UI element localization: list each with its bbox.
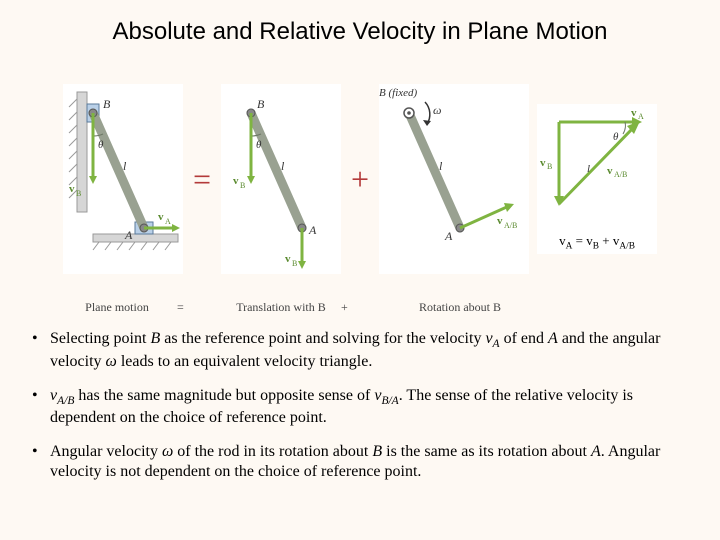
panel-translation: θ v B v B B A l	[221, 84, 341, 274]
figure-row: θ v B v A B A l = θ	[20, 64, 700, 294]
svg-text:B: B	[257, 97, 265, 111]
svg-text:A: A	[124, 228, 133, 242]
bullet-0: •Selecting point B as the reference poin…	[32, 329, 688, 372]
bullets: •Selecting point B as the reference poin…	[0, 329, 720, 482]
svg-text:B: B	[547, 162, 552, 171]
caption-2: Translation with B	[221, 300, 341, 315]
svg-text:θ: θ	[98, 139, 104, 151]
velocity-triangle: θ v A v B v A/B l vA = vB + vA/B	[537, 104, 657, 254]
bullet-1: •vA/B has the same magnitude but opposit…	[32, 386, 688, 429]
caption-row: Plane motion = Translation with B + Rota…	[0, 300, 720, 315]
svg-text:l: l	[123, 159, 127, 173]
plus-op: +	[351, 161, 369, 198]
svg-text:A/B: A/B	[504, 221, 517, 230]
svg-text:v: v	[285, 253, 291, 265]
svg-text:v: v	[631, 107, 637, 119]
caption-3: Rotation about B	[385, 300, 535, 315]
panel-plane-motion: θ v B v A B A l	[63, 84, 183, 274]
svg-text:A: A	[638, 112, 644, 121]
triangle-equation: vA = vB + vA/B	[537, 233, 657, 252]
equals-op: =	[193, 161, 211, 198]
svg-text:θ: θ	[256, 139, 262, 151]
svg-text:A/B: A/B	[614, 170, 627, 179]
svg-text:l: l	[439, 159, 443, 173]
svg-text:v: v	[607, 165, 613, 177]
svg-text:A: A	[165, 217, 171, 226]
svg-text:l: l	[281, 159, 285, 173]
svg-text:v: v	[540, 157, 546, 169]
bullet-2: •Angular velocity ω of the rod in its ro…	[32, 442, 688, 482]
svg-text:B: B	[292, 259, 297, 268]
svg-text:v: v	[497, 215, 503, 227]
svg-text:A: A	[444, 229, 453, 243]
page-title: Absolute and Relative Velocity in Plane …	[0, 0, 720, 54]
svg-text:B: B	[240, 181, 245, 190]
svg-text:v: v	[233, 175, 239, 187]
svg-text:θ: θ	[613, 131, 619, 143]
svg-text:v: v	[158, 211, 164, 223]
caption-1: Plane motion	[57, 300, 177, 315]
svg-text:A: A	[308, 223, 317, 237]
svg-text:l: l	[587, 163, 590, 175]
svg-text:B (fixed): B (fixed)	[379, 87, 418, 99]
svg-text:ω: ω	[433, 103, 441, 117]
svg-text:v: v	[69, 183, 75, 195]
svg-text:B: B	[76, 189, 81, 198]
panel-rotation: ω B (fixed) v A/B A l	[379, 84, 529, 274]
svg-text:B: B	[103, 97, 111, 111]
